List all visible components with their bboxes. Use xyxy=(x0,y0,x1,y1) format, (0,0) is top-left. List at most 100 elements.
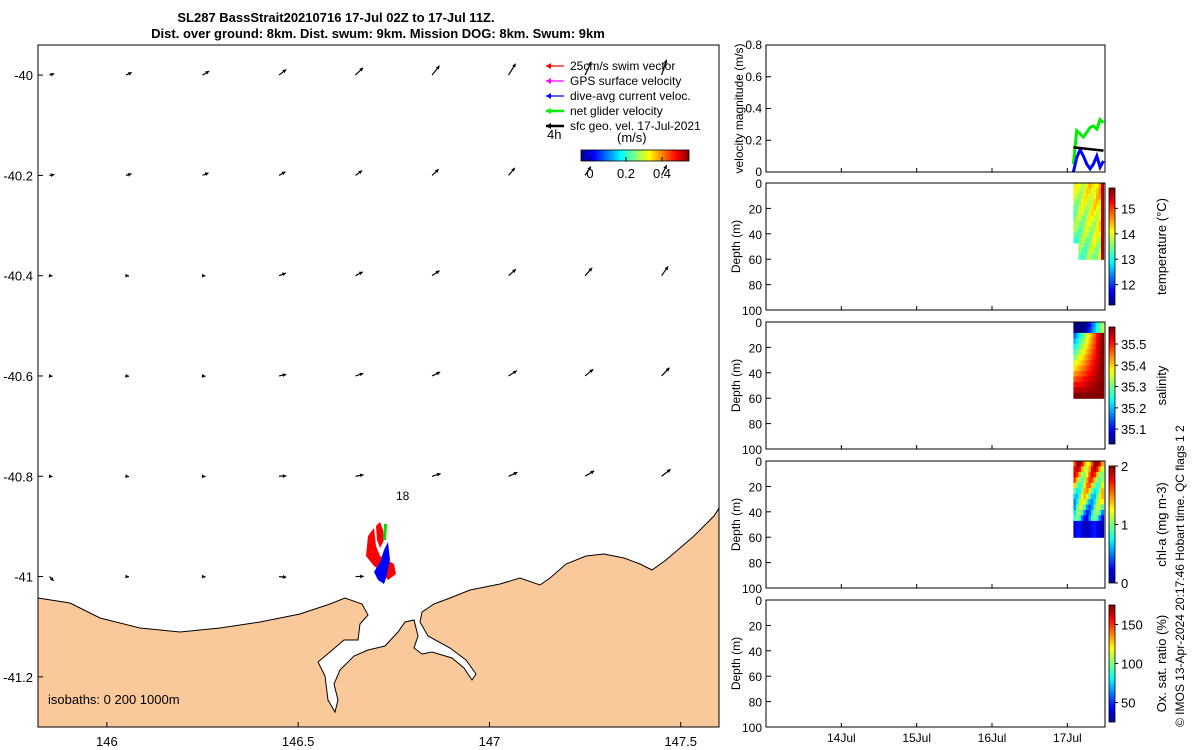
profile-cell xyxy=(1093,493,1097,500)
profile-cell xyxy=(1101,221,1105,228)
panel-frame xyxy=(765,321,1106,450)
profile-cell xyxy=(1078,461,1082,467)
profile-cell xyxy=(1083,510,1087,516)
map-panel: 18 146 146.5 147 147.5 -40-40.2-40.4-40.6-4… xyxy=(3,44,720,749)
profile-cell xyxy=(1088,354,1092,361)
track-label-18: 18 xyxy=(396,489,410,503)
profile-cell xyxy=(1093,183,1097,189)
profile-cell xyxy=(1073,482,1077,489)
colorbar-tick-label: 2 xyxy=(1121,459,1128,474)
profile-cell xyxy=(1101,499,1105,506)
velocity-y-axis-label: velocity magnitude (m/s) xyxy=(732,43,746,173)
geo-velocity-arrowhead xyxy=(201,474,206,479)
profile-cell xyxy=(1090,210,1094,217)
geo-velocity-arrowhead xyxy=(359,67,364,72)
profile-cell xyxy=(1093,499,1097,506)
profile-cell xyxy=(1098,461,1102,467)
profile-cell xyxy=(1098,488,1102,495)
profile-cell xyxy=(1090,488,1094,495)
geo-velocity-arrowhead xyxy=(282,474,287,478)
profile-cell xyxy=(1088,349,1092,356)
profile-cell xyxy=(1080,466,1084,473)
geo-velocity-arrowhead xyxy=(512,63,516,68)
profile-cell xyxy=(1083,332,1087,339)
colorbar-tick-label: 35.5 xyxy=(1121,337,1146,352)
profile-cell xyxy=(1075,193,1079,200)
profile-cell xyxy=(1085,226,1089,233)
profile-cell xyxy=(1096,471,1100,478)
profile-cell xyxy=(1096,332,1100,339)
profile-cell xyxy=(1073,466,1077,473)
profile-cell xyxy=(1075,526,1079,533)
map-y-tick-label: -40.8 xyxy=(3,469,33,484)
profile-cell xyxy=(1075,343,1079,350)
geo-velocity-arrowhead xyxy=(512,370,517,375)
profile-cell xyxy=(1073,387,1077,394)
profile-cell xyxy=(1096,248,1100,255)
profile-cell xyxy=(1090,221,1094,228)
profile-cell xyxy=(1093,248,1097,255)
profile-cell xyxy=(1080,322,1084,328)
profile-cell xyxy=(1075,322,1079,328)
profile-cell xyxy=(1075,381,1079,388)
profile-cell xyxy=(1078,371,1082,377)
profile-cell xyxy=(1080,188,1084,195)
profile-cell xyxy=(1083,183,1087,189)
profile-cell xyxy=(1073,332,1077,339)
glider-track xyxy=(366,522,396,584)
geo-velocity-arrowhead xyxy=(589,369,594,373)
profile-cell xyxy=(1093,332,1097,339)
colorbar-unit-label: (m/s) xyxy=(617,130,647,145)
profile-cell xyxy=(1073,477,1077,484)
profile-cell xyxy=(1093,210,1097,217)
profile-cell xyxy=(1075,188,1079,195)
profile-cell xyxy=(1088,376,1092,383)
net-velocity-cluster xyxy=(383,524,387,540)
profile-cell xyxy=(1085,232,1089,238)
chart-title-line2: Dist. over ground: 8km. Dist. swum: 9km.… xyxy=(151,26,605,41)
profile-cell xyxy=(1083,242,1087,249)
profile-cell xyxy=(1088,226,1092,233)
profile-cell xyxy=(1078,237,1082,244)
profile-cell xyxy=(1078,477,1082,484)
profile-cell xyxy=(1083,343,1087,350)
profile-cell xyxy=(1075,365,1079,372)
profile-cell xyxy=(1101,327,1105,334)
geo-velocity-arrowhead xyxy=(125,574,129,579)
profile-cell xyxy=(1096,343,1100,350)
profile-cell xyxy=(1083,232,1087,238)
profile-cell xyxy=(1098,343,1102,350)
depth-y-tick-label: 40 xyxy=(749,506,763,520)
profile-cell xyxy=(1093,221,1097,228)
colorbar-tick-label: 50 xyxy=(1121,696,1135,711)
profile-cell xyxy=(1098,531,1102,538)
profile-cell xyxy=(1088,237,1092,244)
profile-cell xyxy=(1080,504,1084,511)
profile-cell xyxy=(1090,237,1094,244)
depth-y-axis-label: Depth (m) xyxy=(729,637,743,690)
geo-velocity-arrowhead xyxy=(282,69,287,74)
profile-cell xyxy=(1085,210,1089,217)
colorbar-tick-label: 15 xyxy=(1121,201,1135,216)
profile-cell xyxy=(1075,471,1079,478)
colorbar-tick-label: 35.2 xyxy=(1121,401,1146,416)
colorbar-label: Ox. sat. ratio (%) xyxy=(1154,615,1169,713)
speed-colorbar-tick-label: 0.4 xyxy=(653,166,671,181)
profile-cell xyxy=(1083,237,1087,244)
profile-cell xyxy=(1088,504,1092,511)
depth-y-tick-label: 80 xyxy=(749,418,763,432)
colorbar-tick-label: 150 xyxy=(1121,618,1143,633)
legend-label-swim: 25cm/s swim vector xyxy=(570,59,675,73)
profile-cell xyxy=(1083,493,1087,500)
profile-cell xyxy=(1078,482,1082,489)
profile-cell xyxy=(1075,488,1079,495)
profile-cell xyxy=(1078,188,1082,195)
profile-cell xyxy=(1085,360,1089,367)
profile-cell xyxy=(1090,188,1094,195)
profile-cell xyxy=(1101,210,1105,217)
profile-cell xyxy=(1093,381,1097,388)
depth-y-tick-label: 20 xyxy=(749,619,763,633)
profile-cell xyxy=(1078,354,1082,361)
profile-cell xyxy=(1075,376,1079,383)
profile-cell xyxy=(1085,520,1089,527)
